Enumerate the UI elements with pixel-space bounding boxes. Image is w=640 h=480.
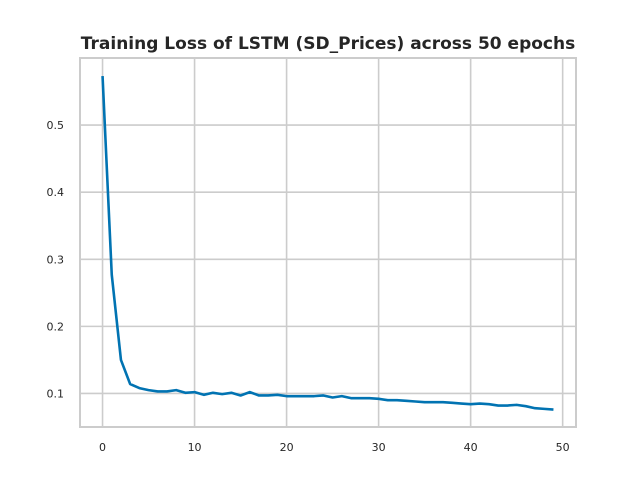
- y-tick-label: 0.2: [47, 320, 65, 333]
- x-tick-label: 40: [464, 441, 478, 454]
- x-tick-label: 20: [280, 441, 294, 454]
- grid-lines: [80, 58, 576, 427]
- series-line: [101, 76, 554, 411]
- chart-title: Training Loss of LSTM (SD_Prices) across…: [81, 34, 575, 54]
- x-tick-label: 0: [99, 441, 106, 454]
- y-tick-label: 0.1: [47, 387, 65, 400]
- y-tick-label: 0.3: [47, 253, 65, 266]
- x-tick-label: 10: [188, 441, 202, 454]
- tick-labels: 0 10 20 30 40 50 0.1 0.2 0.3 0.4 0.5: [47, 119, 570, 454]
- x-tick-label: 30: [372, 441, 386, 454]
- series-layer: [101, 76, 554, 411]
- y-tick-label: 0.5: [47, 119, 65, 132]
- plot-area: [80, 58, 576, 427]
- axes-frame: [79, 57, 577, 428]
- x-tick-label: 50: [556, 441, 570, 454]
- plot-frame: [79, 57, 577, 428]
- y-tick-label: 0.4: [47, 186, 65, 199]
